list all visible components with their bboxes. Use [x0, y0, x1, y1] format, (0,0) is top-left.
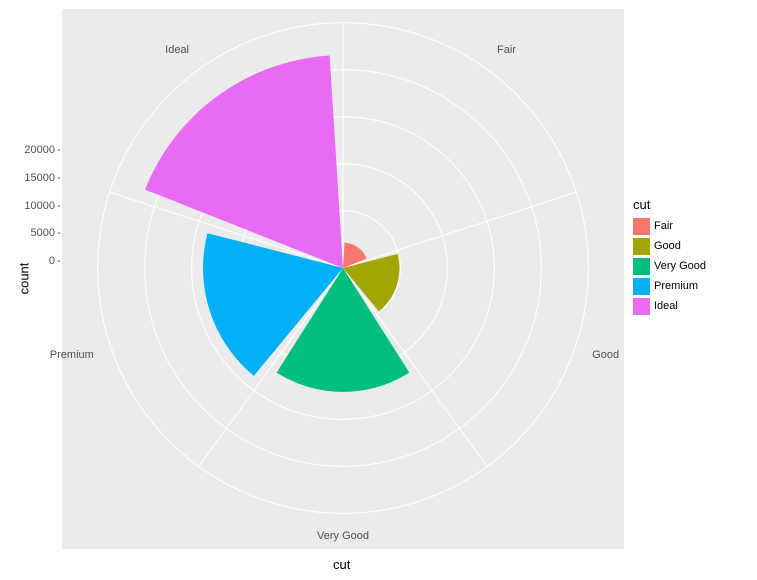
- legend: cut Fair Good Very Good Premium Ideal: [633, 197, 706, 316]
- legend-key: [633, 258, 650, 275]
- radial-tick-label: 20000: [24, 144, 55, 156]
- legend-item: Premium: [633, 276, 706, 296]
- tick-mark: -: [57, 172, 61, 184]
- tick-mark: -: [57, 144, 61, 156]
- legend-label: Ideal: [654, 300, 678, 312]
- category-label: Very Good: [317, 530, 369, 542]
- legend-title: cut: [633, 197, 706, 212]
- radial-tick-label: 0: [49, 255, 55, 267]
- x-axis-title: cut: [333, 557, 350, 572]
- radial-tick-label: 10000: [24, 200, 55, 212]
- radial-tick-label: 15000: [24, 172, 55, 184]
- radial-tick-label: 5000: [31, 227, 55, 239]
- legend-key: [633, 278, 650, 295]
- legend-key: [633, 298, 650, 315]
- legend-item: Good: [633, 236, 706, 256]
- tick-mark: -: [57, 255, 61, 267]
- plot-panel: [62, 9, 624, 549]
- legend-label: Premium: [654, 280, 698, 292]
- legend-key: [633, 218, 650, 235]
- legend-label: Fair: [654, 220, 673, 232]
- legend-key: [633, 238, 650, 255]
- category-label: Premium: [50, 349, 94, 361]
- category-label: Fair: [497, 44, 516, 56]
- category-label: Ideal: [165, 44, 189, 56]
- legend-items: Fair Good Very Good Premium Ideal: [633, 216, 706, 316]
- y-axis-title: count: [16, 263, 31, 295]
- legend-item: Ideal: [633, 296, 706, 316]
- tick-mark: -: [57, 227, 61, 239]
- legend-label: Very Good: [654, 260, 706, 272]
- legend-label: Good: [654, 240, 681, 252]
- category-label: Good: [592, 349, 619, 361]
- polar-chart-svg: [62, 9, 624, 549]
- legend-item: Very Good: [633, 256, 706, 276]
- legend-item: Fair: [633, 216, 706, 236]
- tick-mark: -: [57, 200, 61, 212]
